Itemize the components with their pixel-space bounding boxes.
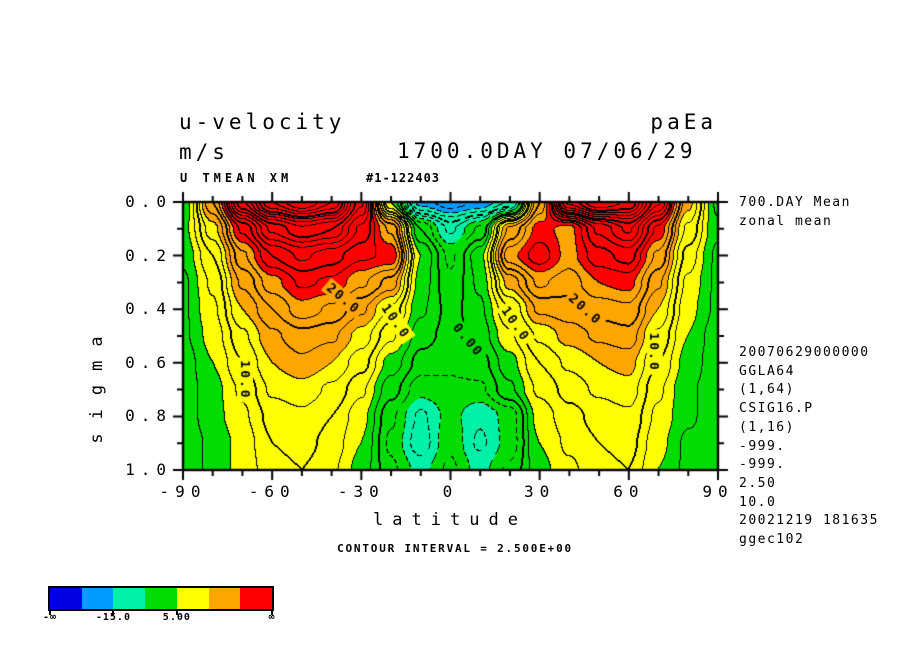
x-tick-label: 90 bbox=[702, 482, 734, 501]
side-note-line: (1,16) bbox=[739, 419, 795, 435]
units-label: m/s bbox=[179, 140, 229, 164]
side-note-line: (1,64) bbox=[739, 382, 795, 398]
side-note-line: GGLA64 bbox=[739, 363, 795, 379]
side-note-line: ggec102 bbox=[739, 532, 805, 548]
variable-id: U TMEAN XM bbox=[180, 171, 293, 185]
colorbar-tick bbox=[271, 609, 273, 615]
x-tick-label: -90 bbox=[159, 482, 207, 501]
y-tick-label: 0.6 bbox=[125, 352, 172, 372]
colorbar-segment bbox=[208, 588, 241, 609]
colorbar-segment bbox=[145, 588, 177, 609]
side-note-line: CSIG16.P bbox=[739, 401, 814, 417]
colorbar-segment bbox=[81, 588, 114, 609]
x-tick-label: -60 bbox=[248, 482, 296, 501]
y-tick-label: 1.0 bbox=[125, 460, 172, 479]
colorbar-tick-label: 5.00 bbox=[162, 612, 191, 623]
side-note-line: 20021219 181635 bbox=[739, 513, 879, 529]
corner-tag: paEa bbox=[650, 110, 717, 134]
colorbar-segment bbox=[50, 588, 82, 609]
contour-interval-note: CONTOUR INTERVAL = 2.500E+00 bbox=[337, 542, 573, 555]
colorbar bbox=[48, 586, 274, 611]
datetime-label: 1700.0DAY 07/06/29 bbox=[397, 139, 697, 163]
x-tick-label: 0 bbox=[442, 482, 459, 501]
colorbar-tick-label: ∞ bbox=[268, 612, 276, 623]
run-id: #1-122403 bbox=[366, 171, 441, 185]
colorbar-tick-label: -∞ bbox=[42, 612, 58, 623]
x-tick-label: 60 bbox=[613, 482, 645, 501]
colorbar-tick-label: -15.0 bbox=[95, 612, 131, 623]
side-note-line: zonal mean bbox=[739, 213, 833, 229]
y-tick-label: 0.0 bbox=[125, 192, 172, 211]
colorbar-segment bbox=[113, 588, 146, 609]
side-note-line: 700.DAY Mean bbox=[739, 195, 851, 210]
x-axis-title: latitude bbox=[373, 510, 527, 530]
side-note-top: 700.DAY Mean zonal mean bbox=[739, 194, 851, 231]
plot-title: u-velocity bbox=[179, 110, 346, 134]
colorbar-segment bbox=[240, 588, 272, 609]
side-note-line: 20070629000000 bbox=[739, 345, 870, 360]
y-axis-title: sigma bbox=[87, 322, 107, 444]
colorbar-tick bbox=[175, 609, 178, 615]
y-tick-label: 0.4 bbox=[125, 299, 172, 319]
side-note-line: 10.0 bbox=[739, 494, 777, 510]
colorbar-tick bbox=[112, 609, 115, 615]
x-tick-label: -30 bbox=[337, 482, 385, 501]
colorbar-tick bbox=[49, 609, 51, 615]
colorbar-segment bbox=[176, 588, 209, 609]
contour-plot-canvas bbox=[169, 188, 732, 484]
y-tick-label: 0.8 bbox=[125, 406, 172, 426]
side-note-line: -999. bbox=[739, 457, 786, 473]
y-tick-label: 0.2 bbox=[125, 245, 172, 265]
side-note-line: 2.50 bbox=[739, 475, 777, 491]
x-tick-label: 30 bbox=[524, 482, 556, 501]
side-note-bottom: 20070629000000 GGLA64 (1,64) CSIG16.P (1,16)… bbox=[739, 344, 879, 550]
side-note-line: -999. bbox=[739, 438, 786, 454]
